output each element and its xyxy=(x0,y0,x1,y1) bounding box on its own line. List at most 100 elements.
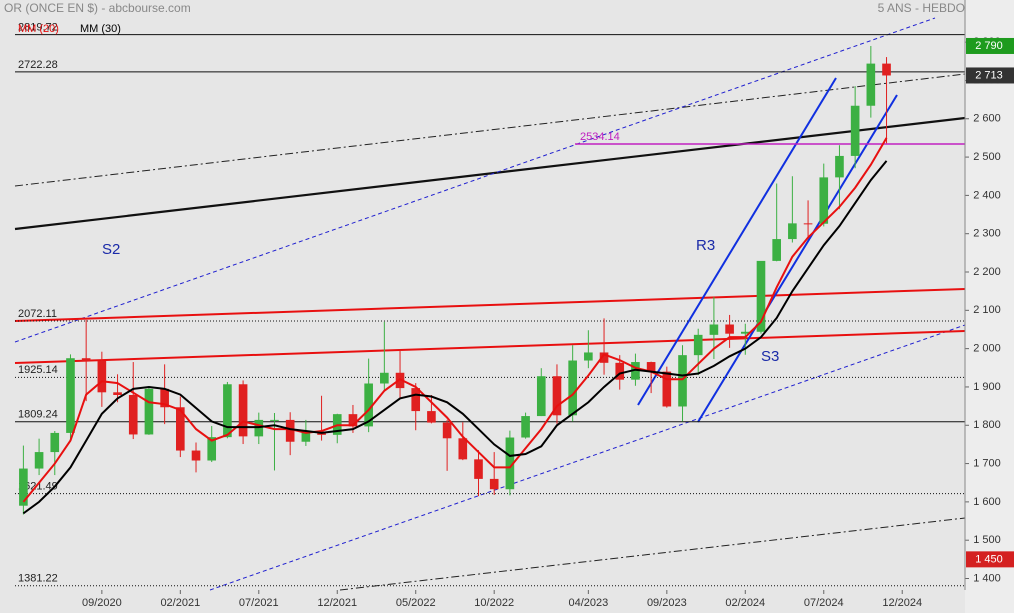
x-tick-label: 10/2022 xyxy=(474,597,514,609)
legend-entry: MM (30) xyxy=(80,23,121,35)
y-tick-label: 1 600 xyxy=(973,496,1001,508)
x-tick-label: 12/2024 xyxy=(882,597,922,609)
candle-body xyxy=(835,155,844,178)
candle-body xyxy=(489,478,499,490)
level-label: 1809.24 xyxy=(18,409,58,421)
trend-line xyxy=(14,116,966,231)
candle-body xyxy=(34,452,44,469)
candle-body xyxy=(615,362,625,380)
candle-body xyxy=(128,394,138,435)
candle-body xyxy=(803,223,813,225)
level-label: 1925.14 xyxy=(18,364,58,376)
header-period: 5 ANS - HEBDO xyxy=(878,1,965,15)
candle-body xyxy=(850,105,860,156)
candle-body xyxy=(160,388,169,408)
y-tick-label: 2 100 xyxy=(973,304,1001,316)
candle-body xyxy=(113,392,122,395)
candle-body xyxy=(584,352,593,361)
plot-background xyxy=(0,0,965,613)
price-badge-label: 2 790 xyxy=(975,40,1003,52)
candle-body xyxy=(505,437,515,490)
y-tick-label: 2 300 xyxy=(973,228,1001,240)
candle-body xyxy=(81,358,91,361)
candle-body xyxy=(740,331,750,334)
candle-body xyxy=(427,411,436,423)
channel-line xyxy=(209,324,966,591)
level-label: 2072.11 xyxy=(18,308,57,320)
price-badge-label: 2 713 xyxy=(975,69,1003,81)
x-tick-label: 02/2024 xyxy=(725,597,765,609)
annotation: S2 xyxy=(102,241,120,258)
y-tick-label: 1 500 xyxy=(973,534,1001,546)
y-tick-label: 2 400 xyxy=(973,189,1001,201)
candle-body xyxy=(662,371,672,407)
x-tick-label: 09/2020 xyxy=(82,597,122,609)
moving-average xyxy=(22,160,888,515)
candle-body xyxy=(693,334,703,356)
candle-body xyxy=(97,360,107,393)
trend-lines xyxy=(14,17,966,591)
y-tick-label: 2 000 xyxy=(973,343,1001,355)
candle-body xyxy=(223,384,232,438)
level-label: 1621.49 xyxy=(18,481,58,493)
candle-body xyxy=(536,376,546,417)
y-tick-label: 1 900 xyxy=(973,381,1001,393)
candle-body xyxy=(725,324,734,334)
y-tick-label: 1 400 xyxy=(973,572,1001,584)
candle-body xyxy=(599,352,609,363)
header-title: OR (ONCE EN $) - abcbourse.com xyxy=(4,1,191,15)
candle-body xyxy=(568,360,577,416)
candle-body xyxy=(474,459,483,479)
candle-body xyxy=(380,372,389,384)
candle-body xyxy=(348,414,358,427)
candle-body xyxy=(788,223,797,240)
candle-body xyxy=(66,358,75,433)
candle-body xyxy=(756,260,766,332)
candle-body xyxy=(882,63,891,76)
candle-body xyxy=(301,431,311,442)
level-label: 2819.72 xyxy=(18,21,58,33)
candle-body xyxy=(866,63,876,106)
candle-body xyxy=(411,388,421,412)
price-badge xyxy=(966,551,1014,568)
annotation: R3 xyxy=(696,237,715,254)
candle-body xyxy=(631,362,640,380)
candle-body xyxy=(552,376,562,416)
candle-body xyxy=(458,438,468,460)
x-tick-label: 05/2022 xyxy=(396,597,436,609)
candle-body xyxy=(191,450,201,461)
candle-body xyxy=(176,407,185,451)
x-tick-label: 04/2023 xyxy=(568,597,608,609)
x-tick-label: 07/2021 xyxy=(239,597,279,609)
candle-body xyxy=(709,324,719,335)
candle-body xyxy=(50,432,60,453)
y-tick-label: 2 500 xyxy=(973,151,1001,163)
y-tick-label: 1 700 xyxy=(973,457,1001,469)
candle-body xyxy=(207,437,217,461)
y-tick-label: 2 600 xyxy=(973,113,1001,125)
level-label: 2722.28 xyxy=(18,59,58,71)
resistance-line xyxy=(14,330,966,364)
x-tick-label: 12/2021 xyxy=(317,597,357,609)
resistance-line xyxy=(14,288,966,322)
y-tick-label: 2 200 xyxy=(973,266,1001,278)
axes: 1 400 1 500 1 600 1 700 1 800 1 900 2 000 2 100… xyxy=(82,0,1014,609)
level-label: 1381.22 xyxy=(18,573,58,585)
annotation: S3 xyxy=(761,348,779,365)
candle-body xyxy=(19,468,28,506)
candle-body xyxy=(238,384,248,437)
x-tick-label: 07/2024 xyxy=(804,597,844,609)
channel-line xyxy=(637,77,837,406)
candle-body xyxy=(819,177,829,224)
candle-body xyxy=(144,388,154,435)
candle-body xyxy=(772,239,781,261)
price-badge xyxy=(966,37,1014,54)
legend-entry: MM (20) xyxy=(18,23,59,35)
price-badge-label: 1 450 xyxy=(975,553,1003,565)
y-tick-label: 1 800 xyxy=(973,419,1001,431)
marks xyxy=(19,45,891,515)
candle-body xyxy=(442,422,452,439)
channel-line xyxy=(697,94,898,423)
moving-average xyxy=(22,137,888,503)
